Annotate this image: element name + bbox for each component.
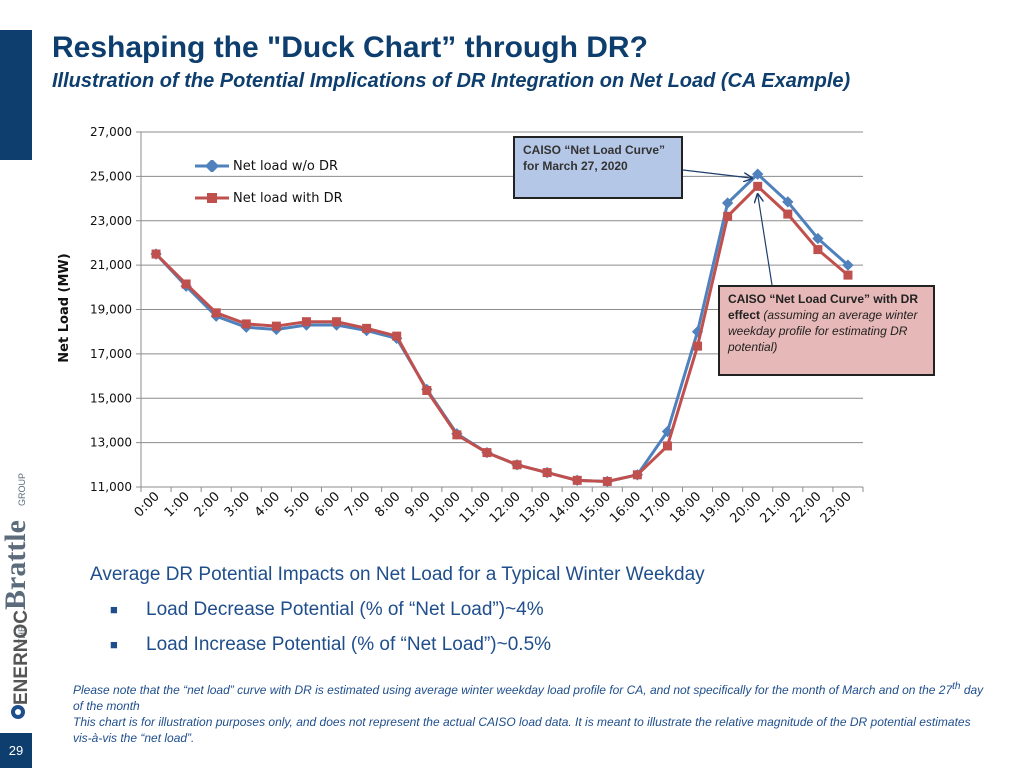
bullet-marker: ■ — [110, 602, 118, 618]
y-tick-label: 11,000 — [90, 480, 132, 494]
legend-label-with-dr: Net load with DR — [233, 190, 343, 206]
data-point-with-dr — [662, 441, 672, 451]
footnote: Please note that the “net load” curve wi… — [73, 679, 988, 746]
x-tick-label: 6:00 — [312, 489, 343, 520]
x-tick-label: 21:00 — [758, 489, 795, 526]
data-point-with-dr — [632, 470, 642, 480]
x-tick-label: 5:00 — [282, 489, 313, 520]
page-title: Reshaping the "Duck Chart” through DR? — [52, 31, 648, 64]
y-tick-label: 13,000 — [90, 436, 132, 450]
data-point-with-dr — [512, 460, 522, 470]
dr-impacts-heading: Average DR Potential Impacts on Net Load… — [90, 564, 705, 585]
enernoc-logo-text: ENERNOC — [11, 610, 32, 705]
arrow-to-with-dr — [758, 194, 773, 286]
bullet-load-increase: ■ Load Increase Potential (% of “Net Load… — [110, 634, 551, 656]
series — [150, 168, 854, 488]
footnote-line-1: Please note that the “net load” curve wi… — [73, 681, 984, 713]
x-tick-label: 7:00 — [342, 489, 373, 520]
x-tick-label: 11:00 — [457, 489, 494, 526]
y-tick-labels: 11,000 13,000 15,000 17,000 19,000 21,000 23,0… — [90, 125, 132, 494]
svg-text:GROUP: GROUP — [17, 473, 27, 506]
x-tick-label: 8:00 — [372, 489, 403, 520]
x-tick-label: 3:00 — [222, 489, 253, 520]
x-tick-label: 18:00 — [667, 489, 704, 526]
x-tick-label: 13:00 — [517, 489, 554, 526]
data-point-with-dr — [151, 249, 161, 259]
data-point-with-dr — [753, 181, 763, 191]
series-line-with-dr — [154, 184, 849, 483]
y-tick-label: 17,000 — [90, 347, 132, 361]
callout-arrows — [682, 169, 773, 286]
callout-red-bold-text: CAISO “Net Load Curve” with DR effect — [728, 292, 919, 322]
legend-marker-red — [195, 193, 229, 203]
page-subtitle: Illustration of the Potential Implicatio… — [52, 70, 851, 92]
x-tick-label: 2:00 — [192, 489, 223, 520]
data-point-with-dr — [181, 279, 191, 289]
data-point-with-dr — [783, 209, 793, 219]
x-tick-label: 17:00 — [637, 489, 674, 526]
data-point-with-dr — [542, 468, 552, 478]
y-tick-label: 27,000 — [90, 125, 132, 139]
data-point-with-dr — [241, 319, 251, 329]
x-tick-label: 0:00 — [132, 489, 163, 520]
y-tick-label: 19,000 — [90, 303, 132, 317]
y-tick-label: 23,000 — [90, 214, 132, 228]
data-point-with-dr — [301, 317, 311, 327]
x-tick-label: 23:00 — [818, 489, 855, 526]
data-point-with-dr — [211, 308, 221, 318]
data-point-with-dr — [602, 476, 612, 486]
y-tick-label: 21,000 — [90, 258, 132, 272]
bullet-load-decrease: ■ Load Decrease Potential (% of “Net Load… — [110, 599, 544, 621]
data-point-without-dr — [842, 259, 854, 271]
x-tick-labels: 0:001:002:003:004:005:006:007:008:009:00… — [132, 489, 855, 526]
x-tick-label: 4:00 — [252, 489, 283, 520]
axes — [136, 131, 864, 492]
arrow-to-without-dr — [682, 169, 752, 178]
x-tick-label: 19:00 — [697, 489, 734, 526]
x-tick-label: 14:00 — [547, 489, 584, 526]
net-load-chart: 11,000 13,000 15,000 17,000 19,000 21,000 23,0… — [57, 125, 864, 526]
data-point-with-dr — [723, 211, 733, 221]
accent-bar — [0, 30, 32, 160]
data-point-with-dr — [452, 430, 462, 440]
legend-marker-blue — [195, 160, 229, 172]
bullet-text: Load Increase Potential (% of “Net Load”… — [146, 634, 552, 655]
x-tick-label: 20:00 — [727, 489, 764, 526]
bullet-text: Load Decrease Potential (% of “Net Load”… — [146, 599, 544, 620]
x-tick-label: 1:00 — [162, 489, 193, 520]
brattle-enernoc-logo: Brattle THE GROUP ENERNOC — [0, 473, 32, 719]
callout-net-load-curve-with-dr: CAISO “Net Load Curve” with DR effect (a… — [718, 285, 935, 376]
page-number: 29 — [0, 733, 32, 768]
bullet-marker: ■ — [110, 637, 118, 653]
brattle-logo-text: Brattle — [0, 520, 32, 610]
y-tick-label: 15,000 — [90, 391, 132, 405]
chart-legend: Net load w/o DR Net load with DR — [195, 150, 343, 214]
data-point-with-dr — [482, 448, 492, 458]
legend-label-without-dr: Net load w/o DR — [233, 158, 339, 174]
callout-net-load-curve: CAISO “Net Load Curve” for March 27, 202… — [513, 136, 683, 199]
data-point-with-dr — [392, 331, 402, 341]
data-point-with-dr — [813, 245, 823, 255]
y-tick-label: 25,000 — [90, 169, 132, 183]
x-tick-label: 15:00 — [577, 489, 614, 526]
data-point-with-dr — [843, 270, 853, 280]
footnote-line-2: This chart is for illustration purposes … — [73, 715, 971, 745]
data-point-with-dr — [362, 323, 372, 333]
data-point-with-dr — [572, 475, 582, 485]
data-point-with-dr — [271, 321, 281, 331]
data-point-with-dr — [693, 341, 703, 351]
y-axis-label: Net Load (MW) — [57, 253, 72, 362]
gridlines — [141, 131, 863, 444]
legend-item-with-dr: Net load with DR — [195, 182, 343, 214]
x-tick-label: 22:00 — [788, 489, 825, 526]
data-point-with-dr — [422, 385, 432, 395]
legend-item-without-dr: Net load w/o DR — [195, 150, 343, 182]
svg-text:THE: THE — [17, 626, 27, 644]
x-tick-label: 16:00 — [607, 489, 644, 526]
callout-red-italic-text: (assuming an average winter weekday prof… — [728, 308, 918, 354]
x-tick-label: 12:00 — [487, 489, 524, 526]
data-point-with-dr — [332, 317, 342, 327]
x-tick-label: 10:00 — [427, 489, 464, 526]
